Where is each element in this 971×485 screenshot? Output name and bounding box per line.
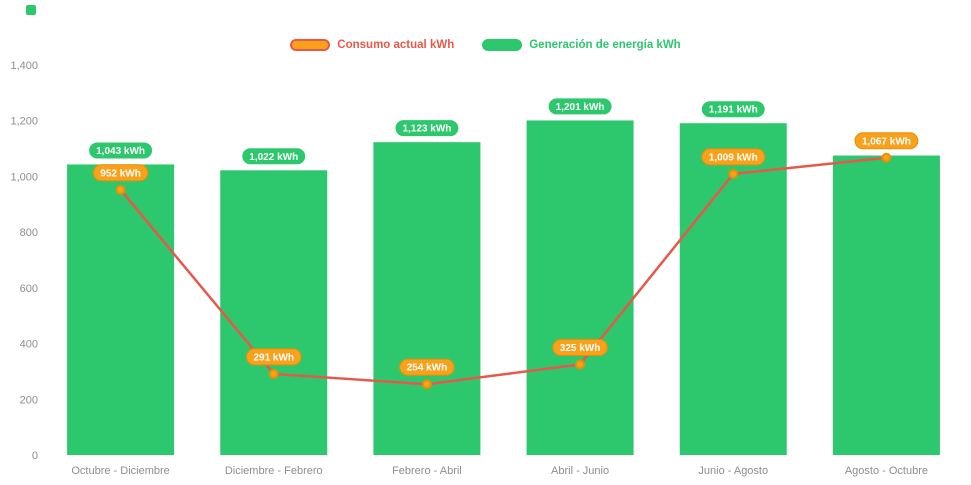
consumption-value-badge bbox=[552, 338, 608, 356]
line-marker[interactable] bbox=[575, 359, 586, 370]
consumption-value-badge-text: 1,009 kWh bbox=[709, 152, 758, 163]
legend-item-generacion[interactable]: Generación de energía kWh bbox=[482, 39, 681, 51]
generation-value-badge-text: 1,123 kWh bbox=[402, 124, 451, 135]
y-axis-tick-label: 800 bbox=[20, 227, 38, 239]
consumption-line bbox=[119, 156, 887, 386]
legend-label-generacion: Generación de energía kWh bbox=[529, 39, 681, 51]
generacion-bar-swatch-icon bbox=[482, 39, 523, 51]
y-axis-tick-label: 600 bbox=[20, 283, 38, 295]
consumption-value-badge-text: 291 kWh bbox=[253, 352, 294, 363]
x-axis-category-label: Febrero - Abril bbox=[392, 465, 462, 477]
legend-label-consumo: Consumo actual kWh bbox=[337, 39, 455, 51]
generation-value-badge bbox=[395, 120, 459, 137]
line-marker[interactable] bbox=[115, 184, 126, 195]
y-axis-tick-label: 1,000 bbox=[10, 171, 38, 183]
y-axis-tick-label: 400 bbox=[20, 339, 38, 351]
corner-marker bbox=[26, 5, 36, 15]
consumption-value-badge bbox=[701, 148, 766, 166]
legend-item-consumo[interactable]: Consumo actual kWh bbox=[290, 39, 454, 51]
x-axis-category-label: Octubre - Diciembre bbox=[71, 465, 169, 477]
consumption-value-badge bbox=[854, 132, 919, 150]
line-marker[interactable] bbox=[268, 368, 279, 379]
consumption-value-badge-text: 952 kWh bbox=[100, 168, 141, 179]
y-axis-tick-label: 1,400 bbox=[10, 60, 38, 72]
line-marker[interactable] bbox=[421, 379, 432, 390]
consumption-value-badge bbox=[245, 348, 302, 366]
consumption-value-badge-text: 325 kWh bbox=[560, 343, 601, 354]
x-axis-category-label: Junio - Agosto bbox=[698, 465, 768, 477]
generation-value-badge-text: 1,043 kWh bbox=[96, 146, 145, 157]
generation-value-badge bbox=[548, 98, 612, 115]
x-axis-category-label: Abril - Junio bbox=[551, 465, 609, 477]
x-axis-category-label: Diciembre - Febrero bbox=[225, 465, 323, 477]
consumo-line-swatch-icon bbox=[290, 39, 331, 51]
generation-value-badge bbox=[89, 142, 153, 159]
x-axis-category-label: Agosto - Octubre bbox=[845, 465, 928, 477]
y-axis-tick-label: 0 bbox=[32, 450, 38, 462]
y-axis-tick-label: 200 bbox=[20, 394, 38, 406]
legend: Consumo actual kWh Generación de energía… bbox=[0, 39, 971, 51]
generation-bar[interactable] bbox=[526, 120, 634, 455]
line-marker[interactable] bbox=[881, 152, 892, 163]
generation-bar[interactable] bbox=[832, 155, 940, 456]
line-marker[interactable] bbox=[728, 168, 739, 179]
generation-value-badge-text: 1,191 kWh bbox=[709, 105, 758, 116]
generation-value-badge bbox=[701, 101, 765, 118]
generation-bar[interactable] bbox=[67, 164, 175, 455]
consumption-value-badge-text: 254 kWh bbox=[407, 363, 448, 374]
generation-value-badge-text: 1,022 kWh bbox=[249, 152, 298, 163]
generation-bar[interactable] bbox=[220, 170, 328, 456]
y-axis-tick-label: 1,200 bbox=[10, 116, 38, 128]
generation-value-badge-text: 1,201 kWh bbox=[556, 102, 605, 113]
generation-value-badge bbox=[242, 148, 306, 165]
consumption-value-badge bbox=[399, 358, 455, 376]
generation-bar[interactable] bbox=[373, 142, 481, 455]
consumption-value-badge bbox=[92, 164, 149, 182]
consumption-value-badge-text: 1,067 kWh bbox=[862, 136, 911, 147]
